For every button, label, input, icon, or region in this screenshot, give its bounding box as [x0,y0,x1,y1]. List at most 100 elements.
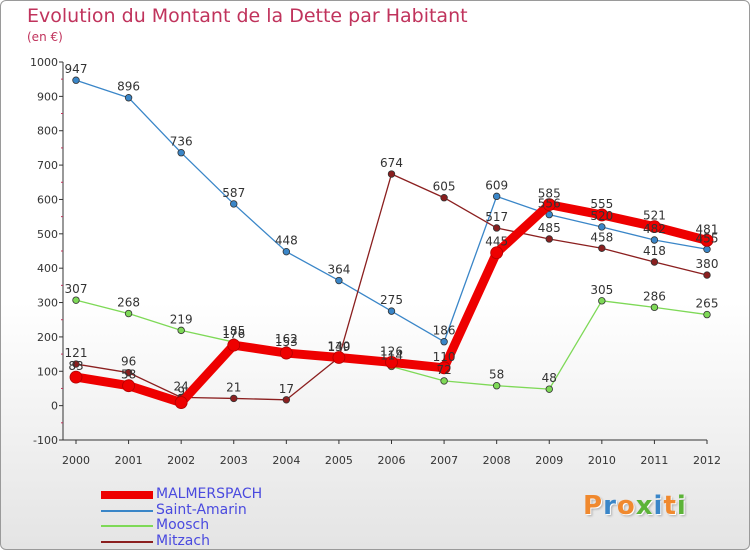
x-tick-label: 2006 [378,454,406,467]
data-label-moosch: 265 [696,297,719,311]
data-label-saint-amarin: 186 [433,324,456,338]
data-point-malmerspach [700,233,714,247]
logo-letter: x [635,491,654,521]
data-label-moosch: 139 [327,340,350,354]
x-tick-label: 2003 [220,454,248,467]
data-point-saint-amarin [282,247,291,256]
data-label-malmerspach: 481 [696,222,719,236]
data-point-mitzach [598,244,606,252]
data-label-mitzach: 17 [279,382,294,396]
data-point-malmerspach [332,351,346,364]
data-label-saint-amarin: 556 [538,197,561,211]
data-label-malmerspach: 110 [433,350,456,364]
data-point-malmerspach [490,246,504,260]
data-label-moosch: 162 [275,332,298,346]
data-point-mitzach [282,396,291,404]
x-tick-label: 2011 [640,454,668,467]
data-label-saint-amarin: 275 [380,293,403,307]
data-label-moosch: 48 [542,371,557,385]
data-point-saint-amarin [124,94,133,102]
data-label-moosch: 268 [117,296,140,310]
data-point-malmerspach [279,346,293,360]
data-point-moosch [545,385,553,393]
proxiti-logo: Proxiti [583,491,687,521]
data-point-mitzach [492,224,501,232]
data-label-mitzach: 380 [696,257,719,271]
data-label-moosch: 114 [380,348,403,362]
data-label-mitzach: 24 [174,379,189,393]
data-point-mitzach [703,271,711,279]
legend-label: Saint-Amarin [156,501,247,518]
data-point-moosch [703,310,711,319]
data-point-moosch [598,297,606,305]
data-label-mitzach: 485 [538,221,561,235]
y-tick-label: 0 [51,400,58,413]
data-label-saint-amarin: 896 [117,80,140,94]
x-tick-label: 2012 [693,454,721,467]
data-label-mitzach: 21 [226,380,241,394]
logo-letter: i [653,491,664,521]
data-point-mitzach [387,170,396,178]
legend-label: Moosch [156,517,210,533]
x-tick-label: 2007 [430,454,458,467]
data-point-moosch [177,326,185,335]
data-label-moosch: 307 [65,282,88,296]
data-point-malmerspach [542,198,556,212]
data-label-malmerspach: 126 [380,344,403,358]
data-point-malmerspach [648,220,661,234]
data-point-saint-amarin [598,223,606,231]
data-label-mitzach: 418 [643,244,666,258]
data-label-malmerspach: 153 [275,335,298,349]
data-point-saint-amarin [72,76,80,84]
data-label-saint-amarin: 364 [327,263,350,277]
data-point-mitzach [650,258,659,266]
data-label-mitzach: 96 [121,355,136,369]
x-tick-label: 2005 [325,454,353,467]
data-label-saint-amarin: 609 [485,178,508,192]
data-label-moosch: 185 [222,324,245,338]
x-tick-label: 2002 [167,454,195,467]
data-point-moosch [650,303,659,312]
data-label-malmerspach: 83 [68,359,83,373]
data-label-malmerspach: 555 [590,197,613,211]
y-tick-label: 800 [37,125,58,138]
data-point-mitzach [440,194,448,202]
data-label-saint-amarin: 448 [275,234,298,248]
x-tick-label: 2010 [588,454,616,467]
y-tick-label: -100 [33,434,58,447]
data-label-mitzach: 674 [380,156,403,170]
data-point-saint-amarin [387,307,396,315]
data-point-malmerspach [122,379,135,393]
logo-letter: r [603,491,617,521]
data-label-malmerspach: 585 [538,187,561,201]
logo-letter: i [676,491,687,521]
data-point-saint-amarin [703,245,711,253]
data-point-malmerspach [69,370,83,384]
data-label-moosch: 72 [436,363,451,377]
data-label-saint-amarin: 520 [590,209,613,223]
legend-swatch [101,491,153,499]
data-point-saint-amarin [230,200,238,208]
data-point-malmerspach [174,396,188,409]
data-point-mitzach [545,235,553,243]
data-point-mitzach [230,394,238,403]
legend-swatch [101,540,153,543]
y-tick-label: 700 [37,159,58,172]
data-point-saint-amarin [492,192,501,201]
data-label-moosch: 305 [590,283,613,297]
legend-label: Mitzach [156,532,210,549]
y-tick-label: 900 [37,90,58,103]
data-point-moosch [440,377,448,385]
data-label-moosch: 286 [643,289,666,303]
data-label-moosch: 58 [489,368,504,382]
data-point-malmerspach [385,355,398,369]
y-tick-label: 500 [37,228,58,241]
y-tick-label: 100 [37,365,58,378]
data-point-moosch [124,309,133,318]
data-label-moosch: 219 [170,312,193,326]
data-point-malmerspach [437,361,451,375]
data-label-saint-amarin: 482 [643,222,666,236]
logo-letter: o [616,491,636,521]
data-point-saint-amarin [440,338,448,346]
